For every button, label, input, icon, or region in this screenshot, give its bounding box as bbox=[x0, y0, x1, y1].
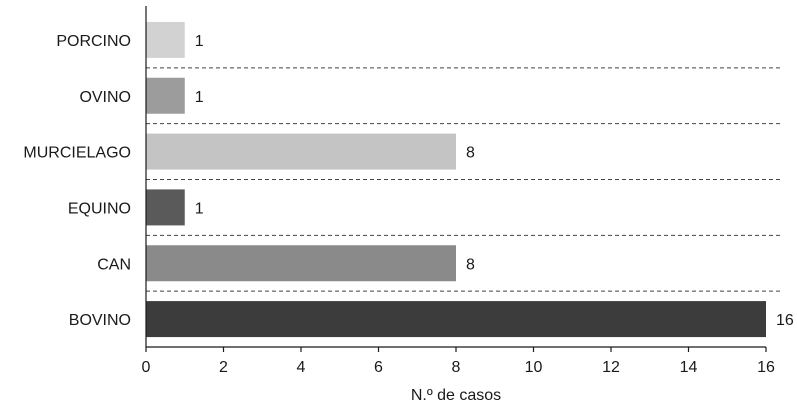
bar-murcielago bbox=[146, 133, 456, 170]
category-label: PORCINO bbox=[56, 33, 131, 50]
bar-bovino bbox=[146, 301, 766, 338]
category-separators bbox=[146, 67, 780, 292]
x-tick-label: 12 bbox=[602, 359, 620, 376]
x-tick-label: 0 bbox=[142, 359, 151, 376]
bar-ovino bbox=[146, 77, 185, 114]
category-label: EQUINO bbox=[68, 200, 131, 217]
value-label: 8 bbox=[466, 256, 475, 273]
value-label: 1 bbox=[195, 33, 204, 50]
category-labels: PORCINO OVINO MURCIELAGO EQUINO CAN BOVINO bbox=[23, 33, 131, 329]
category-label: OVINO bbox=[79, 89, 131, 106]
bar-equino bbox=[146, 189, 185, 226]
category-label: CAN bbox=[97, 256, 131, 273]
bar-can bbox=[146, 245, 456, 282]
x-tick-label: 4 bbox=[297, 359, 306, 376]
value-label: 16 bbox=[776, 312, 794, 329]
x-tick-label: 10 bbox=[525, 359, 543, 376]
bar-porcino bbox=[146, 21, 185, 58]
x-tick-label: 2 bbox=[219, 359, 228, 376]
x-axis-ticks: 0 2 4 6 8 10 12 14 16 bbox=[142, 347, 775, 376]
x-tick-label: 6 bbox=[374, 359, 383, 376]
x-tick-label: 14 bbox=[680, 359, 698, 376]
category-label: BOVINO bbox=[69, 312, 131, 329]
category-label: MURCIELAGO bbox=[23, 145, 131, 162]
value-labels: 1 1 8 1 8 16 bbox=[195, 33, 794, 329]
x-tick-label: 16 bbox=[757, 359, 775, 376]
value-label: 1 bbox=[195, 200, 204, 217]
x-tick-label: 8 bbox=[452, 359, 461, 376]
value-label: 1 bbox=[195, 89, 204, 106]
x-axis-title: N.º de casos bbox=[411, 387, 501, 404]
bars bbox=[146, 21, 766, 338]
value-label: 8 bbox=[466, 145, 475, 162]
